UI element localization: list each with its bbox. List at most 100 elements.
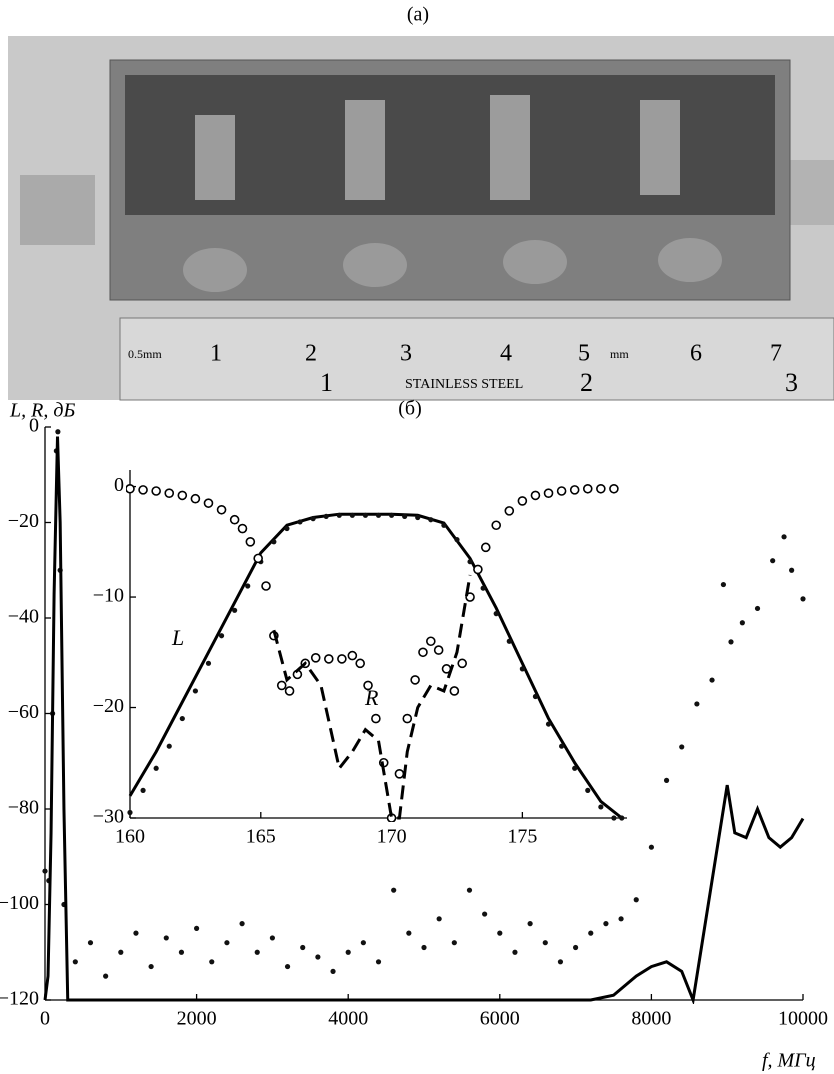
open-circle: [457, 658, 468, 669]
resonator: [345, 100, 385, 200]
dot: [618, 916, 624, 922]
dot: [527, 921, 533, 927]
dot: [451, 940, 457, 946]
dot: [103, 973, 109, 979]
photo: 0.5mm 1 2 3 4 5 mm 6 71 STAINLESS STEEL 2 3: [8, 36, 834, 401]
dot: [648, 844, 655, 850]
x-tick-label: 165: [246, 826, 276, 848]
open-circle: [310, 653, 321, 663]
x-tick-label: 10000: [778, 1008, 828, 1030]
open-circle: [569, 485, 580, 495]
y-tick-label: −100: [0, 892, 39, 914]
open-circle: [216, 504, 227, 515]
dot: [406, 930, 412, 936]
x-tick-label: 170: [377, 826, 407, 848]
screw: [343, 243, 407, 287]
open-circle: [410, 675, 420, 685]
dot: [297, 519, 303, 525]
ruler-label: 1: [320, 368, 333, 397]
dot: [254, 949, 260, 955]
ruler-label: 6: [690, 341, 702, 367]
dot: [300, 944, 306, 951]
dot: [323, 513, 329, 520]
dot: [493, 611, 499, 617]
y-tick-label: −120: [0, 988, 39, 1010]
plot-area: [126, 483, 625, 822]
dot: [603, 921, 609, 927]
open-circle: [253, 553, 263, 564]
dot: [781, 534, 787, 540]
dot: [720, 581, 727, 588]
resonator: [640, 100, 680, 195]
open-circle: [245, 537, 256, 547]
dot: [269, 935, 275, 941]
open-circle: [261, 581, 271, 591]
open-circle: [556, 486, 567, 496]
open-circle: [203, 498, 214, 508]
ruler-label: STAINLESS STEEL: [405, 377, 523, 392]
open-circle: [596, 483, 606, 494]
dot: [573, 944, 579, 951]
open-circle: [126, 483, 135, 494]
dot: [480, 585, 486, 591]
screw: [183, 248, 247, 292]
ruler-label: 4: [500, 341, 512, 367]
dot: [436, 916, 442, 922]
open-circle: [530, 490, 541, 501]
dot: [391, 887, 397, 893]
open-circle: [363, 680, 373, 691]
dot: [512, 949, 518, 955]
dot: [388, 512, 395, 518]
open-circle: [426, 636, 436, 647]
dot: [598, 804, 604, 810]
dot: [42, 868, 48, 874]
open-circle: [229, 514, 240, 525]
open-circle: [517, 496, 528, 506]
dot: [315, 954, 321, 960]
dot: [153, 765, 159, 771]
open-circle: [480, 542, 491, 553]
x-tick-label: 2000: [177, 1008, 217, 1030]
ruler-label: 1: [210, 341, 222, 367]
y-tick-label: −80: [8, 797, 39, 819]
dot: [585, 787, 591, 793]
open-circle: [402, 713, 413, 724]
dot: [375, 959, 382, 965]
x-axis-label: f, МГц: [762, 1050, 816, 1072]
x-tick-label: 160: [115, 826, 145, 848]
connector: [20, 175, 95, 245]
dot: [415, 514, 421, 521]
inset-background: [130, 470, 627, 818]
dot: [506, 638, 512, 644]
dot: [633, 897, 639, 903]
solid-line: [43, 436, 805, 1004]
dot: [402, 513, 408, 520]
dot: [209, 959, 215, 965]
open-circle: [504, 506, 515, 516]
dot: [179, 715, 185, 722]
dot: [467, 559, 473, 565]
open-circle: [543, 488, 554, 499]
ruler-label: 0.5mm: [128, 347, 162, 361]
dot: [118, 949, 124, 955]
dot: [360, 940, 366, 946]
dot: [532, 693, 539, 700]
open-circle: [337, 654, 347, 664]
annotation: R: [364, 685, 379, 710]
dot: [421, 944, 427, 951]
open-circle: [347, 650, 358, 661]
dot: [345, 949, 351, 955]
dot: [362, 512, 369, 518]
open-circle: [371, 713, 381, 724]
dot: [310, 516, 316, 522]
dot: [611, 815, 617, 821]
dot: [55, 429, 61, 435]
y-tick-label: −40: [8, 606, 39, 628]
dot: [619, 815, 625, 821]
x-tick-label: 8000: [631, 1008, 671, 1030]
dot: [330, 968, 336, 974]
x-tick-label: 6000: [480, 1008, 520, 1030]
dot: [239, 921, 245, 927]
